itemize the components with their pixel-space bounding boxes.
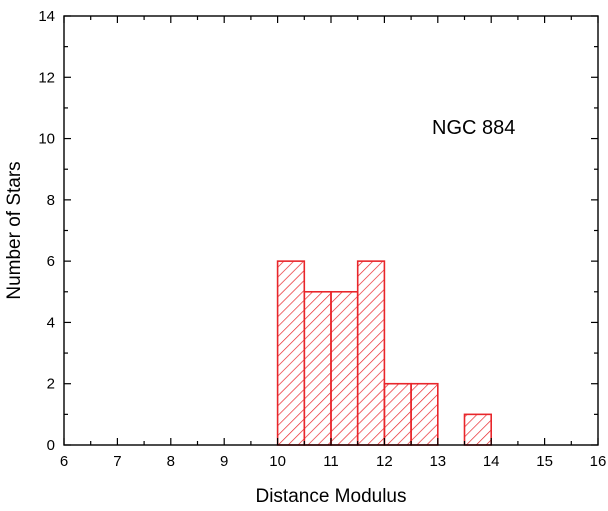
histogram-bar-0 [276,260,306,446]
bars-group [276,260,493,446]
y-tick-label: 14 [38,8,55,25]
x-tick-label: 8 [167,453,175,470]
x-tick-label: 13 [429,453,446,470]
x-tick-label: 14 [483,453,500,470]
ticks-group: 6 7 8 9 10 11 12 13 14 15 16 0 2 4 6 8 10 12 14 [38,8,606,470]
y-tick-label: 4 [47,314,55,331]
x-tick-label: 11 [323,453,339,470]
x-tick-label: 6 [60,453,68,470]
x-tick-label: 9 [220,453,228,470]
histogram-bar-5 [410,382,439,446]
histogram-bar-2 [330,290,359,446]
histogram-bar-1 [303,290,332,446]
x-axis-title: Distance Modulus [255,486,406,507]
x-tick-label: 16 [590,453,607,470]
cluster-annotation: NGC 884 [432,117,515,139]
y-tick-label: 6 [47,253,55,270]
histogram-bar-3 [356,260,386,446]
y-tick-label: 2 [47,376,55,393]
plot-frame [63,15,599,446]
histogram-bar-4 [383,382,412,446]
x-tick-label: 15 [536,453,553,470]
y-tick-label: 8 [47,192,55,209]
x-tick-label: 7 [113,453,121,470]
y-tick-label: 10 [38,131,55,148]
histogram-bar-6 [463,413,493,446]
y-tick-label: 0 [47,437,55,454]
x-tick-label: 12 [376,453,393,470]
y-axis-title: Number of Stars [4,161,25,299]
y-tick-label: 12 [38,69,55,86]
x-tick-label: 10 [269,453,286,470]
